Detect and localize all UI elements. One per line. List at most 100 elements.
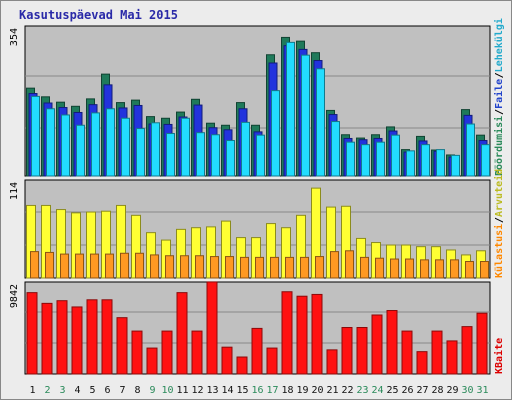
bar-Lehekülgi-19 xyxy=(301,54,310,177)
x-label-day-17: 17 xyxy=(266,385,278,396)
bar-KBaite-31 xyxy=(476,312,488,375)
bar-Lehekülgi-9 xyxy=(151,122,160,177)
x-label-day-13: 13 xyxy=(206,385,218,396)
bar-Lehekülgi-5 xyxy=(91,112,100,177)
legend-separator: / xyxy=(494,72,505,78)
bar-KBaite-18 xyxy=(281,291,293,375)
x-label-day-28: 28 xyxy=(431,385,443,396)
bar-Arvuteid-9 xyxy=(150,254,159,279)
bar-Arvuteid-1 xyxy=(30,251,39,279)
bar-Lehekülgi-18 xyxy=(286,41,295,177)
bar-Arvuteid-8 xyxy=(135,252,144,279)
bar-Arvuteid-12 xyxy=(195,255,204,279)
bar-KBaite-23 xyxy=(356,327,368,375)
bar-KBaite-20 xyxy=(311,293,323,375)
bar-Lehekülgi-31 xyxy=(481,144,490,177)
bar-Arvuteid-16 xyxy=(255,256,264,279)
bar-Arvuteid-5 xyxy=(90,253,99,279)
bar-Lehekülgi-28 xyxy=(436,149,445,177)
bar-Arvuteid-27 xyxy=(420,259,429,279)
bar-Lehekülgi-15 xyxy=(241,121,250,177)
bar-Arvuteid-30 xyxy=(465,261,474,279)
x-label-day-12: 12 xyxy=(191,385,203,396)
x-label-day-30: 30 xyxy=(461,385,473,396)
bar-Arvuteid-23 xyxy=(360,256,369,279)
bar-Lehekülgi-12 xyxy=(196,132,205,177)
x-label-day-10: 10 xyxy=(161,385,173,396)
legend-separator: / xyxy=(494,217,505,223)
bar-KBaite-17 xyxy=(266,347,278,375)
legend-item-Pöördumisi: Pöördumisi xyxy=(493,116,505,176)
bar-KBaite-16 xyxy=(251,327,263,375)
bar-Lehekülgi-1 xyxy=(31,95,40,177)
bar-Lehekülgi-30 xyxy=(466,123,475,177)
x-label-day-29: 29 xyxy=(446,385,458,396)
x-label-day-27: 27 xyxy=(416,385,428,396)
legend-separator: / xyxy=(494,109,505,115)
y-max-label-2: 9842 xyxy=(9,284,20,308)
bar-Arvuteid-26 xyxy=(405,258,414,279)
bar-KBaite-21 xyxy=(326,349,338,375)
bar-KBaite-15 xyxy=(236,356,248,375)
x-label-day-16: 16 xyxy=(251,385,263,396)
bar-KBaite-28 xyxy=(431,330,443,375)
bar-KBaite-14 xyxy=(221,346,233,375)
bar-KBaite-2 xyxy=(41,302,53,375)
x-label-day-20: 20 xyxy=(311,385,323,396)
x-label-day-15: 15 xyxy=(236,385,248,396)
bar-Arvuteid-6 xyxy=(105,253,114,279)
bar-KBaite-27 xyxy=(416,351,428,375)
bar-Lehekülgi-17 xyxy=(271,90,280,177)
bar-Lehekülgi-13 xyxy=(211,134,220,177)
x-label-day-25: 25 xyxy=(386,385,398,396)
bar-Lehekülgi-10 xyxy=(166,133,175,177)
bar-Arvuteid-17 xyxy=(270,256,279,279)
x-label-day-1: 1 xyxy=(29,385,35,396)
x-label-day-26: 26 xyxy=(401,385,413,396)
bar-Arvuteid-13 xyxy=(210,256,219,279)
bar-KBaite-26 xyxy=(401,330,413,375)
legend-item-Arvuteid: Arvuteid xyxy=(493,169,505,217)
bar-KBaite-12 xyxy=(191,330,203,375)
bar-Lehekülgi-7 xyxy=(121,117,130,177)
bar-Arvuteid-20 xyxy=(315,256,324,279)
x-label-day-5: 5 xyxy=(89,385,95,396)
bar-Arvuteid-28 xyxy=(435,259,444,279)
bar-Lehekülgi-27 xyxy=(421,144,430,177)
x-label-day-7: 7 xyxy=(119,385,125,396)
legend-item-Lehekülgi: Lehekülgi xyxy=(493,18,505,72)
x-label-day-8: 8 xyxy=(134,385,140,396)
bar-KBaite-4 xyxy=(71,306,83,375)
bar-Arvuteid-3 xyxy=(60,253,69,279)
x-label-day-14: 14 xyxy=(221,385,233,396)
bar-Arvuteid-22 xyxy=(345,250,354,279)
bar-KBaite-3 xyxy=(56,300,68,375)
bar-Arvuteid-29 xyxy=(450,259,459,279)
x-label-day-23: 23 xyxy=(356,385,368,396)
x-label-day-21: 21 xyxy=(326,385,338,396)
legend-mid: Külastusi/Arvuteid xyxy=(493,169,505,278)
x-label-day-4: 4 xyxy=(74,385,80,396)
x-label-day-18: 18 xyxy=(281,385,293,396)
bar-Lehekülgi-6 xyxy=(106,108,115,177)
bar-Arvuteid-14 xyxy=(225,256,234,279)
x-label-day-11: 11 xyxy=(176,385,188,396)
x-label-day-31: 31 xyxy=(476,385,488,396)
bar-KBaite-13 xyxy=(206,281,218,375)
x-label-day-9: 9 xyxy=(149,385,155,396)
bar-KBaite-22 xyxy=(341,327,353,375)
legend-item-Faile: Faile xyxy=(493,79,505,109)
bar-KBaite-1 xyxy=(26,292,38,375)
legend-item-Külastusi: Külastusi xyxy=(493,224,505,278)
y-max-label-1: 114 xyxy=(9,182,20,200)
bar-KBaite-11 xyxy=(176,292,188,375)
bar-Lehekülgi-29 xyxy=(451,154,460,177)
bar-Arvuteid-2 xyxy=(45,251,54,279)
bar-KBaite-29 xyxy=(446,340,458,375)
bar-Arvuteid-25 xyxy=(390,258,399,279)
x-label-day-3: 3 xyxy=(59,385,65,396)
bar-Lehekülgi-16 xyxy=(256,134,265,177)
bar-Arvuteid-7 xyxy=(120,252,129,279)
bar-KBaite-10 xyxy=(161,330,173,375)
bar-Arvuteid-10 xyxy=(165,255,174,279)
